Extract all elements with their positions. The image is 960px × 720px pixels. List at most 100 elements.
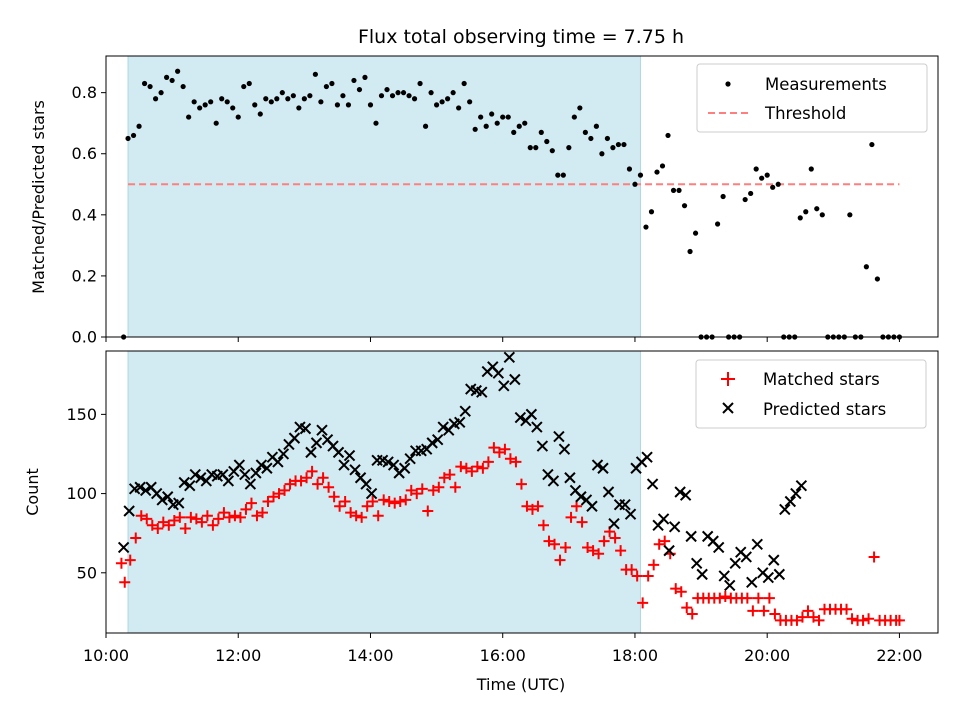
predicted-star-point bbox=[288, 432, 301, 444]
matched-star-point bbox=[631, 570, 643, 582]
measurement-point bbox=[483, 123, 489, 129]
measurement-point bbox=[378, 93, 385, 99]
observing-window-shade-bottom bbox=[127, 350, 641, 634]
measurement-point bbox=[599, 151, 605, 157]
matched-star-point bbox=[306, 465, 318, 477]
measurement-point bbox=[692, 230, 699, 236]
matched-star-point bbox=[433, 481, 445, 493]
top-y-label: Matched/Predicted stars bbox=[29, 100, 48, 294]
predicted-star-point bbox=[525, 408, 538, 421]
x-tick-label: 14:00 bbox=[347, 646, 393, 665]
measurement-point bbox=[549, 148, 555, 154]
measurement-point bbox=[395, 90, 401, 96]
bottom-y-label: Count bbox=[23, 468, 42, 516]
measurements-series bbox=[121, 68, 903, 340]
matched-star-point bbox=[609, 532, 621, 544]
measurement-point bbox=[224, 99, 230, 105]
measurement-point bbox=[373, 120, 379, 126]
matched-star-point bbox=[648, 559, 660, 571]
matched-star-point bbox=[615, 545, 627, 557]
predicted-star-point bbox=[162, 491, 174, 503]
measurement-point bbox=[329, 80, 335, 87]
matched-star-point bbox=[857, 614, 869, 626]
y-tick-label: 0.8 bbox=[72, 83, 97, 102]
measurement-point bbox=[759, 175, 765, 181]
measurement-point bbox=[500, 114, 506, 120]
top-legend: Measurements Threshold bbox=[696, 63, 928, 133]
matched-star-point bbox=[670, 583, 682, 595]
measurement-point bbox=[489, 111, 495, 117]
measurement-point bbox=[246, 80, 252, 87]
matched-star-point bbox=[367, 496, 379, 508]
chart-title: Flux total observing time = 7.75 h bbox=[358, 26, 684, 48]
top-legend-box bbox=[696, 63, 928, 133]
matched-star-point bbox=[196, 516, 208, 528]
top-axes-frame bbox=[105, 55, 939, 338]
predicted-star-point bbox=[195, 472, 207, 484]
measurement-point bbox=[670, 187, 677, 193]
measurement-point bbox=[219, 96, 225, 102]
measurement-point bbox=[152, 96, 159, 102]
predicted-star-point bbox=[404, 453, 416, 465]
measurement-point bbox=[588, 135, 594, 142]
matched-star-point bbox=[361, 500, 373, 512]
matched-star-point bbox=[582, 541, 594, 553]
predicted-star-point bbox=[685, 530, 697, 543]
predicted-star-point bbox=[123, 505, 135, 517]
measurement-point bbox=[461, 80, 467, 87]
predicted-star-point bbox=[184, 479, 196, 492]
matched-star-point bbox=[378, 494, 390, 506]
matched-star-point bbox=[510, 456, 522, 468]
measurement-point bbox=[748, 190, 754, 197]
measurement-point bbox=[560, 172, 566, 178]
y-tick-label: 0.0 bbox=[72, 328, 97, 347]
predicted-star-point bbox=[597, 462, 609, 474]
predicted-star-point bbox=[222, 475, 235, 487]
matched-star-point bbox=[686, 608, 698, 620]
predicted-star-point bbox=[343, 449, 356, 462]
matched-star-point bbox=[863, 613, 875, 625]
matched-star-point bbox=[405, 484, 417, 496]
measurement-point bbox=[643, 224, 649, 230]
measurement-point bbox=[428, 90, 434, 96]
predicted-star-point bbox=[244, 478, 257, 490]
x-tick-label: 22:00 bbox=[876, 646, 922, 665]
measurement-point bbox=[213, 120, 219, 126]
measurement-point bbox=[555, 172, 561, 178]
matched-star-point bbox=[218, 507, 230, 519]
measurement-point bbox=[445, 96, 451, 102]
predicted-star-point bbox=[349, 464, 361, 476]
x-tick-label: 20:00 bbox=[744, 646, 790, 665]
measurement-point bbox=[274, 96, 280, 102]
matched-star-point bbox=[157, 516, 169, 528]
matched-star-point bbox=[179, 522, 191, 534]
measurement-point bbox=[141, 80, 148, 87]
predicted-star-point bbox=[387, 459, 400, 471]
matched-star-point bbox=[350, 510, 362, 522]
matched-star-point bbox=[130, 532, 142, 544]
measurement-point bbox=[533, 145, 539, 151]
predicted-star-point bbox=[751, 538, 763, 550]
measurement-point bbox=[318, 99, 324, 105]
measurement-point bbox=[307, 93, 313, 99]
matched-star-point bbox=[234, 511, 246, 523]
predicted-star-point bbox=[740, 551, 752, 563]
measurement-point bbox=[808, 166, 814, 172]
measurement-point bbox=[582, 129, 588, 135]
predicted-star-point bbox=[509, 373, 521, 386]
measurement-point bbox=[863, 264, 869, 270]
matched-star-point bbox=[499, 443, 511, 455]
matched-stars-series bbox=[115, 442, 905, 626]
predicted-star-point bbox=[382, 456, 394, 468]
measurement-point bbox=[687, 248, 693, 255]
matched-star-point bbox=[201, 510, 213, 522]
predicted-star-point bbox=[746, 576, 758, 589]
x-tick-label: 12:00 bbox=[215, 646, 261, 665]
matched-star-point bbox=[515, 478, 527, 490]
measurement-point bbox=[400, 90, 407, 96]
measurement-point bbox=[175, 68, 181, 74]
predicted-star-point bbox=[674, 486, 686, 498]
matched-star-point bbox=[488, 442, 500, 454]
measurement-point bbox=[715, 221, 721, 227]
matched-star-point bbox=[444, 469, 456, 481]
